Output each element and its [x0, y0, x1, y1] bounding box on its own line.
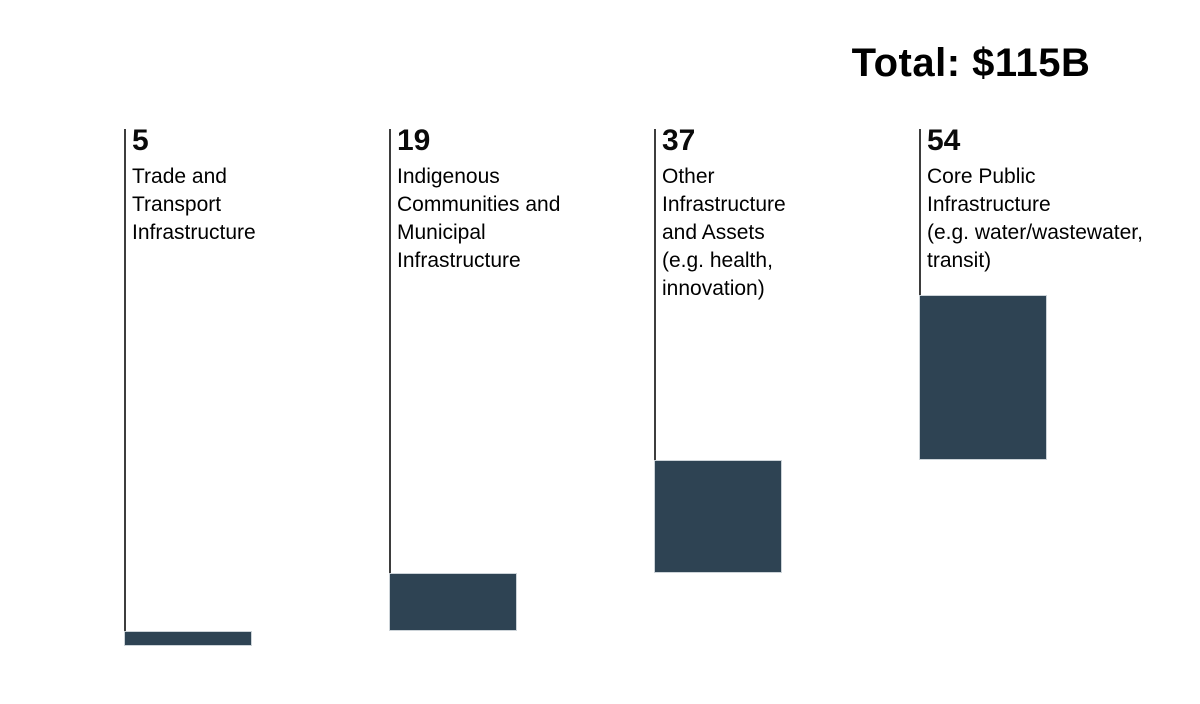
segment-rule-line: [919, 129, 921, 460]
segment-value: 54: [927, 124, 961, 157]
segment-column-indigenous-municipal: 19 Indigenous Communities and Municipal …: [389, 0, 669, 704]
segment-label: Trade and Transport Infrastructure: [132, 165, 256, 244]
segment-label: Indigenous Communities and Municipal Inf…: [397, 165, 561, 272]
segment-bar: [654, 459, 782, 573]
segment-rule-line: [654, 129, 656, 573]
chart-title: Total: $115B: [851, 41, 1091, 85]
segment-bar: [389, 572, 517, 631]
segment-label: Other Infrastructure and Assets (e.g. he…: [662, 165, 786, 300]
segment-rule-line: [124, 129, 126, 646]
segment-value: 19: [397, 124, 431, 157]
segment-bar: [919, 295, 1047, 460]
segment-column-core-public: 54 Core Public Infrastructure (e.g. wate…: [919, 0, 1199, 704]
segment-rule-line: [389, 129, 391, 631]
segment-column-other-assets: 37 Other Infrastructure and Assets (e.g.…: [654, 0, 934, 704]
segment-column-trade-transport: 5 Trade and Transport Infrastructure: [124, 0, 404, 704]
segment-value: 37: [662, 124, 696, 157]
segment-bar: [124, 630, 252, 646]
segment-label: Core Public Infrastructure (e.g. water/w…: [927, 165, 1143, 272]
segment-value: 5: [132, 124, 149, 157]
